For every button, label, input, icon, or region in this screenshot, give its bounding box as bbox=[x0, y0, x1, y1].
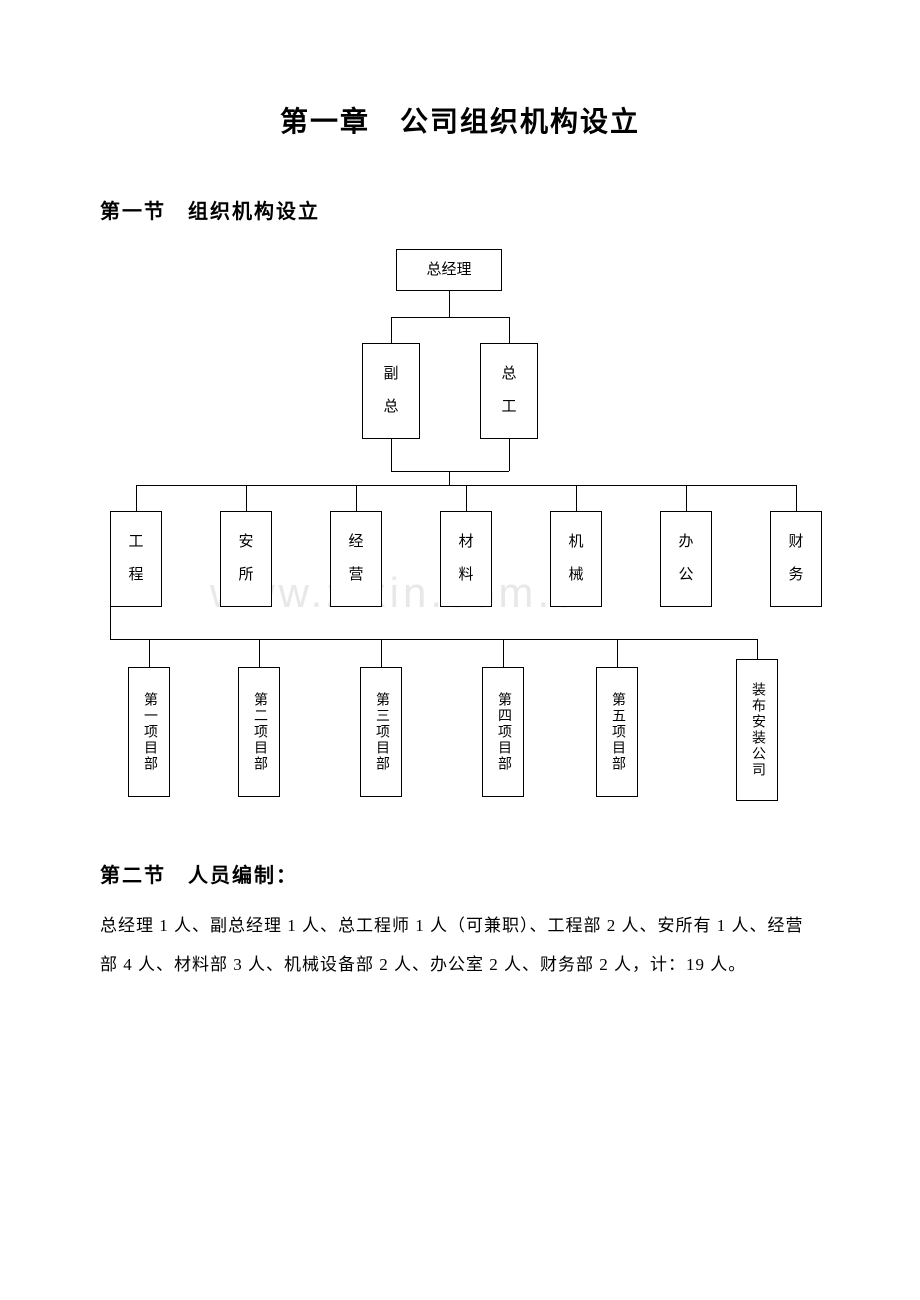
node-proj-0: 第一项目部 bbox=[128, 667, 170, 797]
chapter-title: 第一章 公司组织机构设立 bbox=[100, 100, 820, 140]
node-d2-l1: 经 bbox=[348, 526, 363, 559]
section1-title: 第一节 组织机构设立 bbox=[100, 195, 820, 224]
conn-l2-d5 bbox=[686, 485, 687, 511]
conn-l3-hbar bbox=[110, 639, 757, 640]
node-dept-6: 财 务 bbox=[770, 511, 822, 607]
conn-l3-d2 bbox=[381, 639, 382, 667]
org-chart: www.zixin.com.cn 总经理 副 总 总 工 bbox=[100, 249, 820, 804]
node-d4-l2: 械 bbox=[568, 559, 583, 592]
node-proj-5: 装布安装公司 bbox=[736, 659, 778, 801]
node-p3-label: 第四项目部 bbox=[493, 692, 513, 772]
node-d2-l2: 营 bbox=[348, 559, 363, 592]
conn-l2-d3 bbox=[466, 485, 467, 511]
conn-l1-mid-down bbox=[449, 471, 450, 485]
conn-l2-d4 bbox=[576, 485, 577, 511]
conn-l0-l1-right bbox=[509, 317, 510, 343]
body-text: 总经理 1 人、副总经理 1 人、总工程师 1 人（可兼职）、工程部 2 人、安… bbox=[100, 906, 820, 984]
conn-l3-d5 bbox=[757, 639, 758, 659]
node-d3-l1: 材 bbox=[458, 526, 473, 559]
node-p5-label: 装布安装公司 bbox=[747, 682, 767, 778]
node-proj-4: 第五项目部 bbox=[596, 667, 638, 797]
conn-l0-l1-left bbox=[391, 317, 392, 343]
conn-l2-d6 bbox=[796, 485, 797, 511]
node-proj-2: 第三项目部 bbox=[360, 667, 402, 797]
conn-l1-hbar-short bbox=[391, 471, 509, 472]
conn-l2-d1 bbox=[246, 485, 247, 511]
node-gm: 总经理 bbox=[396, 249, 502, 291]
node-dept-3: 材 料 bbox=[440, 511, 492, 607]
node-d6-l1: 财 bbox=[788, 526, 803, 559]
node-proj-3: 第四项目部 bbox=[482, 667, 524, 797]
node-d0-l1: 工 bbox=[128, 526, 143, 559]
node-dept-5: 办 公 bbox=[660, 511, 712, 607]
conn-l3-d3 bbox=[503, 639, 504, 667]
node-dept-1: 安 所 bbox=[220, 511, 272, 607]
conn-l0-hbar bbox=[391, 317, 509, 318]
conn-l3-d4 bbox=[617, 639, 618, 667]
node-d1-l1: 安 bbox=[238, 526, 253, 559]
node-p1-label: 第二项目部 bbox=[249, 692, 269, 772]
section2-title: 第二节 人员编制： bbox=[100, 859, 820, 888]
node-ce-l1: 总 bbox=[501, 358, 516, 391]
node-vp-l1: 副 bbox=[383, 358, 398, 391]
node-p2-label: 第三项目部 bbox=[371, 692, 391, 772]
node-vp-l2: 总 bbox=[383, 391, 398, 424]
node-chief-eng: 总 工 bbox=[480, 343, 538, 439]
conn-l2-d0 bbox=[136, 485, 137, 511]
node-dept-2: 经 营 bbox=[330, 511, 382, 607]
node-d0-l2: 程 bbox=[128, 559, 143, 592]
conn-l1r-down bbox=[509, 439, 510, 471]
node-d5-l2: 公 bbox=[678, 559, 693, 592]
node-gm-label: 总经理 bbox=[426, 261, 471, 279]
conn-l3-d1 bbox=[259, 639, 260, 667]
node-dept-0: 工 程 bbox=[110, 511, 162, 607]
node-d6-l2: 务 bbox=[788, 559, 803, 592]
node-proj-1: 第二项目部 bbox=[238, 667, 280, 797]
node-vp: 副 总 bbox=[362, 343, 420, 439]
conn-l3-d0 bbox=[149, 639, 150, 667]
node-p0-label: 第一项目部 bbox=[139, 692, 159, 772]
node-d4-l1: 机 bbox=[568, 526, 583, 559]
conn-l2-out-left bbox=[110, 559, 111, 639]
node-dept-4: 机 械 bbox=[550, 511, 602, 607]
node-d3-l2: 料 bbox=[458, 559, 473, 592]
conn-l2-d2 bbox=[356, 485, 357, 511]
node-ce-l2: 工 bbox=[501, 391, 516, 424]
conn-l0-down bbox=[449, 291, 450, 317]
node-d1-l2: 所 bbox=[238, 559, 253, 592]
conn-l1l-down bbox=[391, 439, 392, 471]
node-d5-l1: 办 bbox=[678, 526, 693, 559]
node-p4-label: 第五项目部 bbox=[607, 692, 627, 772]
